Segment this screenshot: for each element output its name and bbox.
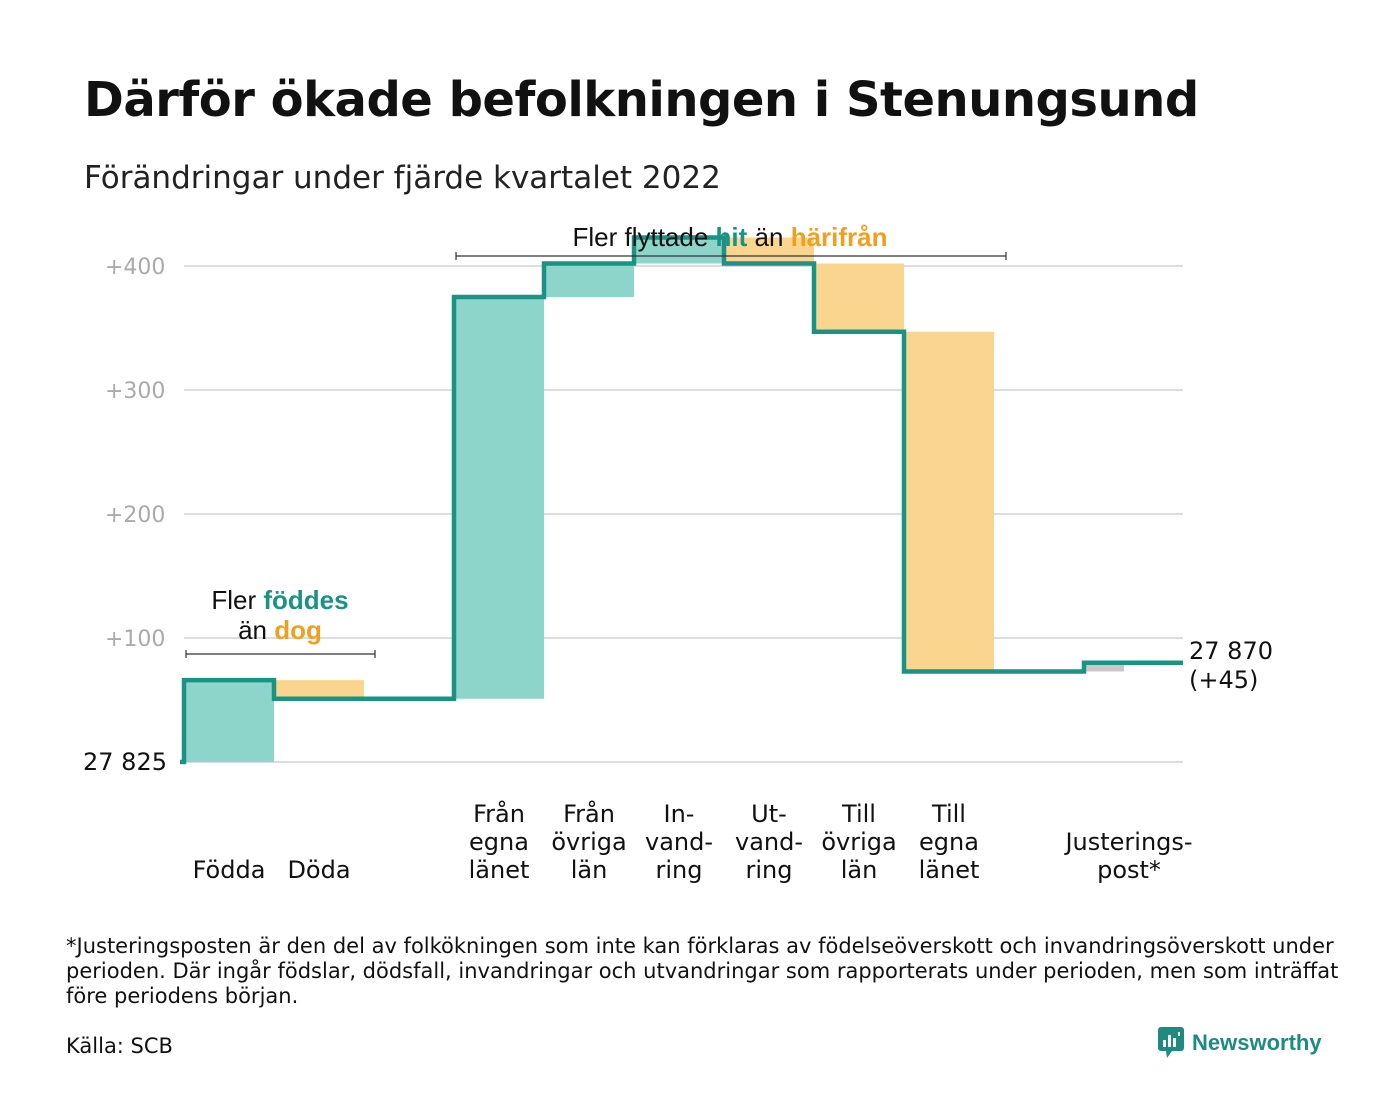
source-note: Källa: SCB [66, 1034, 173, 1058]
category-label-utvandring-3: ring [746, 856, 793, 884]
category-label-utvandring-1: Ut- [751, 800, 787, 828]
bar-invandring [634, 237, 724, 264]
end-change-label: (+45) [1189, 666, 1258, 694]
category-label-justering-1: Justerings- [1063, 828, 1192, 856]
footnote: *Justeringsposten är den del av folkökni… [66, 934, 1339, 1008]
annotation-births-segment-1-1: Fler [211, 585, 263, 615]
bar-till-egna [904, 331, 994, 672]
end-value-label: 27 870 [1189, 637, 1273, 665]
bar-fran-ovriga [544, 263, 634, 297]
category-label-fran-ovriga-3: län [571, 856, 608, 884]
category-label-doda-1: Döda [287, 856, 350, 884]
category-label-till-ovriga-3: län [841, 856, 878, 884]
bar-till-ovriga [814, 263, 904, 332]
start-value-label: 27 825 [83, 748, 167, 776]
y-tick-label-200: +200 [105, 503, 165, 528]
newsworthy-logo: Newsworthy [1158, 1027, 1322, 1059]
category-label-fran-ovriga-2: övriga [551, 828, 626, 856]
category-label-fodda-1: Födda [193, 856, 266, 884]
annotation-births-segment-1-2: föddes [263, 585, 348, 615]
category-label-invandring-1: In- [664, 800, 695, 828]
bar-doda [274, 680, 364, 699]
y-tick-label-100: +100 [105, 627, 165, 652]
category-label-fran-egna-2: egna [469, 828, 529, 856]
annotation-births-segment-2-1: än [238, 615, 274, 645]
chart-subtitle: Förändringar under fjärde kvartalet 2022 [84, 160, 721, 196]
annotation-migration-segment-1-3: än [747, 222, 790, 252]
bar-utvandring [724, 237, 814, 264]
category-label-invandring-2: vand- [645, 828, 713, 856]
newsworthy-logo-text: Newsworthy [1192, 1030, 1322, 1055]
annotation-migration-segment-1-1: Fler flyttade [572, 222, 715, 252]
category-label-till-egna-3: länet [919, 856, 980, 884]
category-label-fran-egna-3: länet [469, 856, 530, 884]
annotation-births-segment-2-2: dog [274, 615, 322, 645]
bar-justering [1084, 662, 1124, 672]
category-label-till-ovriga-1: Till [841, 800, 876, 828]
category-label-utvandring-2: vand- [735, 828, 803, 856]
annotation-births-line-1: Fler föddes [211, 585, 348, 615]
cumulative-step-line [180, 235, 1183, 765]
newsworthy-logo-icon [1158, 1027, 1184, 1058]
bar-fran-egna [454, 297, 544, 699]
y-tick-label-300: +300 [105, 379, 165, 404]
category-label-invandring-3: ring [656, 856, 703, 884]
annotation-births-line-2: än dog [238, 615, 322, 645]
chart-title: Därför ökade befolkningen i Stenungsund [84, 72, 1199, 128]
category-label-fran-ovriga-1: Från [563, 799, 615, 828]
category-label-till-egna-2: egna [919, 828, 979, 856]
category-label-till-ovriga-2: övriga [821, 828, 896, 856]
bar-fodda [184, 680, 274, 762]
annotation-migration-line-1: Fler flyttade hit än härifrån [572, 222, 887, 252]
annotation-migration-segment-1-4: härifrån [791, 222, 888, 252]
category-label-till-egna-1: Till [931, 800, 966, 828]
category-label-justering-2: post* [1097, 856, 1161, 884]
category-label-fran-egna-1: Från [473, 799, 525, 828]
y-tick-label-400: +400 [105, 255, 165, 280]
annotation-migration-segment-1-2: hit [716, 222, 748, 252]
